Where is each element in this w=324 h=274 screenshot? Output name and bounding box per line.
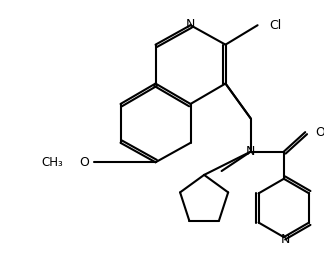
Text: O: O: [315, 126, 324, 139]
Text: CH₃: CH₃: [41, 156, 63, 169]
Text: O: O: [80, 156, 89, 169]
Text: N: N: [246, 145, 255, 158]
Text: N: N: [186, 18, 195, 31]
Text: N: N: [281, 233, 290, 246]
Text: Cl: Cl: [269, 19, 282, 32]
